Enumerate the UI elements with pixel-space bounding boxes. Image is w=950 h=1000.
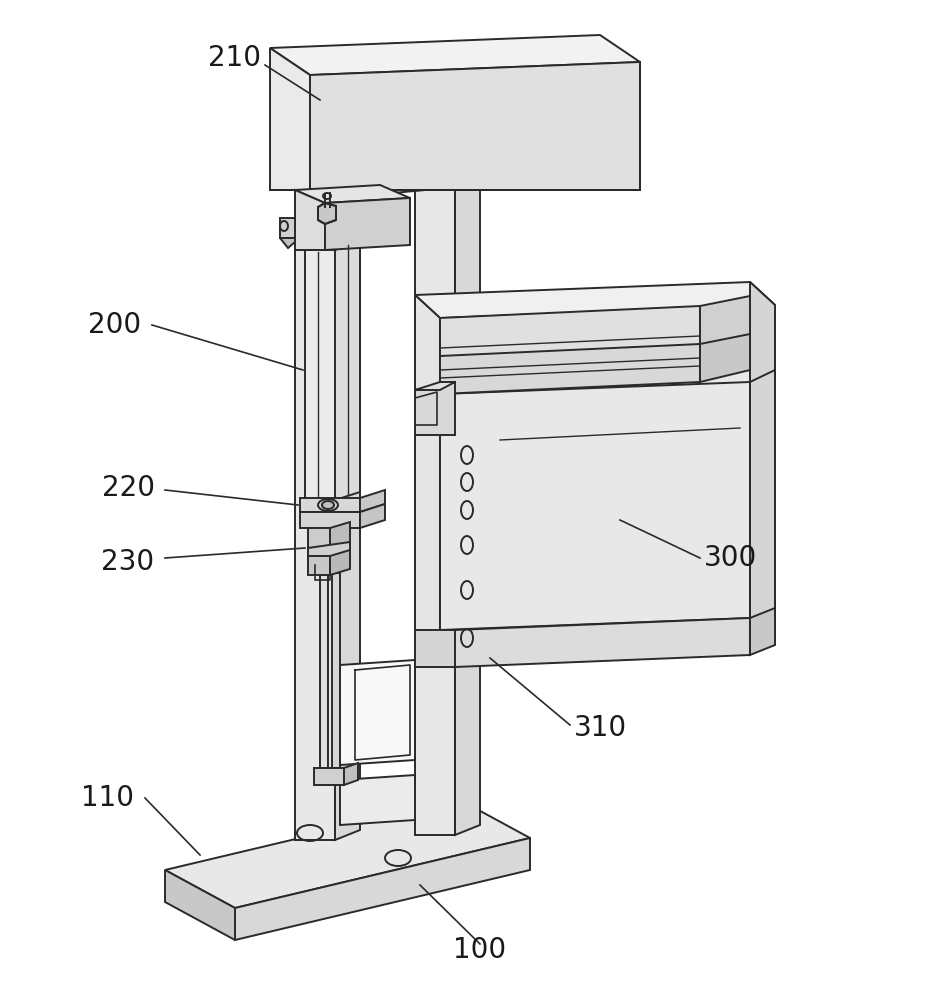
Text: 210: 210	[208, 44, 261, 72]
Polygon shape	[750, 608, 775, 655]
Text: 100: 100	[453, 936, 506, 964]
Polygon shape	[440, 382, 750, 652]
Text: 310: 310	[574, 714, 627, 742]
Polygon shape	[750, 370, 775, 640]
Polygon shape	[455, 298, 750, 652]
Polygon shape	[344, 763, 358, 785]
Polygon shape	[415, 382, 455, 390]
Polygon shape	[415, 630, 455, 667]
Polygon shape	[335, 185, 360, 840]
Polygon shape	[700, 296, 750, 370]
Text: 200: 200	[88, 311, 142, 339]
Polygon shape	[295, 185, 410, 203]
Polygon shape	[750, 282, 775, 640]
Polygon shape	[310, 62, 640, 190]
Polygon shape	[360, 490, 385, 512]
Polygon shape	[308, 542, 350, 556]
Polygon shape	[335, 242, 360, 500]
Polygon shape	[270, 48, 310, 190]
Polygon shape	[332, 573, 340, 768]
Polygon shape	[165, 870, 235, 940]
Ellipse shape	[322, 501, 334, 509]
Polygon shape	[295, 190, 325, 250]
Polygon shape	[235, 838, 530, 940]
Polygon shape	[308, 556, 330, 575]
Text: 110: 110	[82, 784, 135, 812]
Polygon shape	[340, 660, 415, 765]
Polygon shape	[360, 504, 385, 528]
Polygon shape	[415, 282, 775, 318]
Polygon shape	[308, 528, 330, 548]
Text: 230: 230	[102, 548, 155, 576]
Polygon shape	[300, 512, 360, 528]
Polygon shape	[295, 195, 335, 840]
Polygon shape	[314, 768, 344, 785]
Polygon shape	[455, 175, 480, 835]
Polygon shape	[280, 218, 295, 238]
Polygon shape	[300, 498, 360, 512]
Polygon shape	[295, 168, 480, 202]
Polygon shape	[305, 250, 335, 500]
Polygon shape	[440, 344, 700, 394]
Polygon shape	[440, 306, 700, 382]
Polygon shape	[415, 382, 455, 435]
Polygon shape	[330, 550, 350, 575]
Polygon shape	[295, 163, 480, 185]
Polygon shape	[325, 198, 410, 250]
Polygon shape	[455, 618, 750, 667]
Polygon shape	[270, 35, 640, 75]
Ellipse shape	[318, 499, 338, 511]
Text: 220: 220	[102, 474, 155, 502]
Polygon shape	[320, 575, 328, 770]
Polygon shape	[330, 522, 350, 548]
Polygon shape	[700, 334, 750, 382]
Polygon shape	[165, 800, 530, 908]
Text: 300: 300	[703, 544, 756, 572]
Polygon shape	[415, 185, 455, 835]
Polygon shape	[340, 775, 415, 825]
Polygon shape	[280, 238, 295, 248]
Polygon shape	[318, 203, 336, 224]
Polygon shape	[415, 295, 440, 652]
Polygon shape	[440, 618, 775, 652]
